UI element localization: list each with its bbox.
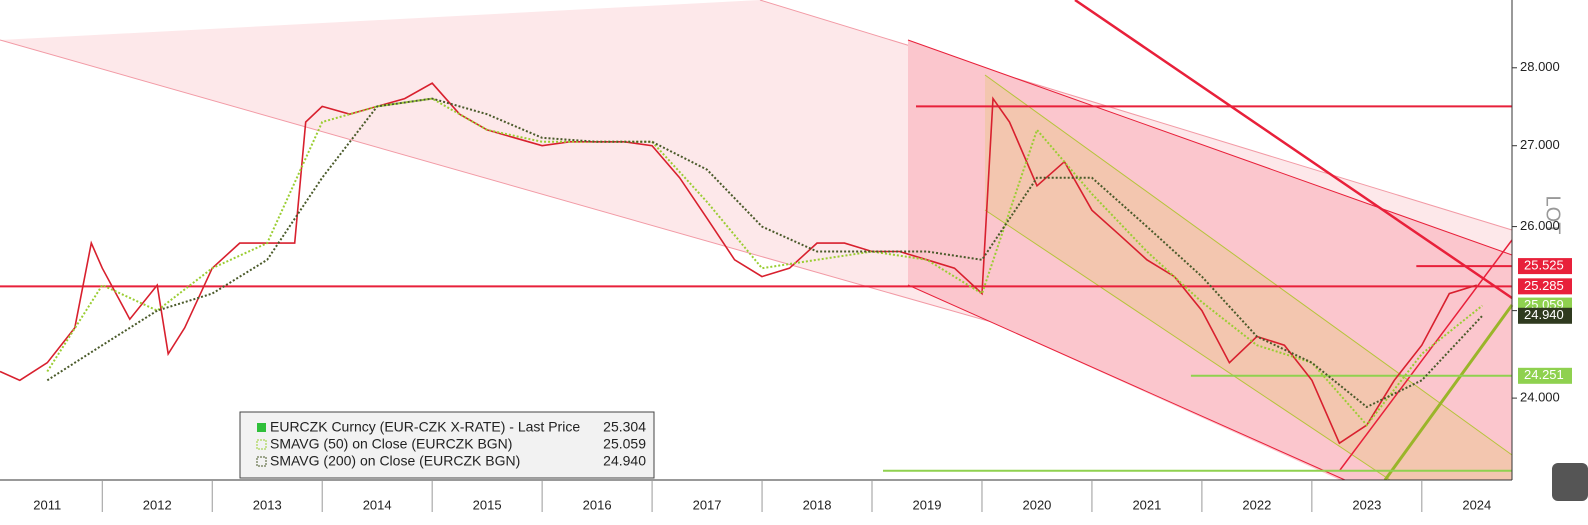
- series-line: [46, 97, 1484, 409]
- x-tick-label: 2012: [143, 497, 172, 512]
- channel-edge: [907, 284, 1346, 481]
- level-tag: [1518, 367, 1572, 384]
- x-axis-band: [0, 480, 1512, 520]
- widget[interactable]: [1552, 463, 1588, 501]
- legend-value: 25.059: [603, 436, 646, 452]
- channel-edge: [907, 39, 1513, 256]
- x-tick-label: 2023: [1352, 497, 1381, 512]
- level-tag: [1518, 278, 1572, 295]
- x-tick-label: 2013: [253, 497, 282, 512]
- legend-value: 24.940: [603, 453, 646, 469]
- trend-line: [1074, 0, 1513, 300]
- trend-line: [1383, 304, 1514, 481]
- level-label: 25.525: [1524, 258, 1564, 273]
- x-tick-label: 2020: [1022, 497, 1051, 512]
- legend-swatch: [256, 439, 267, 450]
- level-label: 24.251: [1524, 367, 1564, 382]
- plot: [0, 82, 1512, 472]
- channel-edge: [759, 0, 1513, 231]
- x-tick-label: 2018: [803, 497, 832, 512]
- y-tick-label: 24.000: [1520, 390, 1560, 405]
- level-tag: [1518, 307, 1572, 324]
- x-tick-label: 2024: [1462, 497, 1491, 512]
- channel-edge: [984, 74, 1513, 456]
- level-label: 24.940: [1524, 307, 1564, 322]
- series-line: [0, 82, 1478, 445]
- legend-entry: SMAVG (50) on Close (EURCZK BGN): [270, 436, 512, 452]
- x-tick-label: 2015: [473, 497, 502, 512]
- side-label: LOT: [1542, 196, 1564, 235]
- legend-swatch: [256, 456, 267, 467]
- y-tick-label: 28.000: [1520, 59, 1560, 74]
- channel-edge: [984, 209, 1391, 481]
- channel: [985, 75, 1512, 480]
- x-tick-label: 2022: [1242, 497, 1271, 512]
- trend-line: [1339, 239, 1513, 471]
- level-label: 25.285: [1524, 278, 1564, 293]
- y-tick-label: 27.000: [1520, 137, 1560, 152]
- x-tick-label: 2017: [693, 497, 722, 512]
- legend-box: [239, 411, 655, 479]
- y-tick-label: 26.000: [1520, 218, 1560, 233]
- legend-entry: EURCZK Curncy (EUR-CZK X-RATE) - Last Pr…: [270, 419, 580, 435]
- x-tick-label: 2011: [33, 497, 61, 512]
- x-tick-label: 2019: [913, 497, 942, 512]
- legend-swatch: [257, 423, 266, 432]
- series-line: [46, 97, 1483, 427]
- legend-entry: SMAVG (200) on Close (EURCZK BGN): [270, 453, 520, 469]
- x-tick-label: 2014: [363, 497, 392, 512]
- legend-value: 25.304: [603, 419, 646, 435]
- x-tick-label: 2021: [1132, 497, 1161, 512]
- legend: EURCZK Curncy (EUR-CZK X-RATE) - Last Pr…: [239, 411, 655, 479]
- x-tick-label: 2016: [583, 497, 612, 512]
- level-tag: [1518, 258, 1572, 275]
